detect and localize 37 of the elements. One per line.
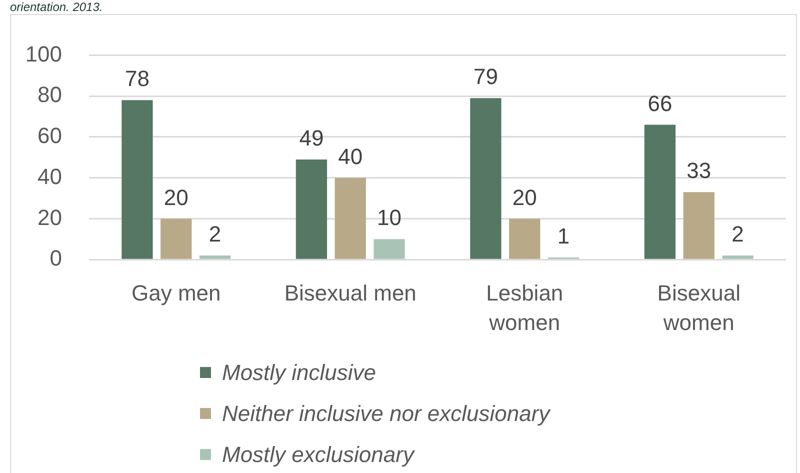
data-label: 49 (299, 126, 324, 151)
legend-label: Mostly exclusionary (222, 442, 414, 468)
x-tick-label: Gay men (131, 280, 221, 306)
legend-label: Mostly inclusive (222, 360, 376, 386)
bar (296, 159, 328, 259)
bar (509, 218, 540, 259)
data-label: 66 (648, 90, 672, 116)
x-tick-label: Bisexual men (284, 280, 416, 306)
bar (199, 256, 231, 259)
data-label: 20 (164, 184, 188, 210)
legend-label: Neither inclusive nor exclusionary (222, 400, 550, 426)
x-tick-label: Bisexual women (657, 280, 740, 336)
bar (683, 192, 714, 259)
data-label: 10 (377, 205, 402, 230)
y-tick-label: 0 (50, 246, 62, 271)
x-tick-label: Lesbian women (486, 280, 564, 336)
data-label: 78 (124, 66, 150, 92)
data-label: 2 (208, 222, 222, 247)
y-tick-label: 40 (38, 164, 62, 189)
y-tick-label: 20 (38, 204, 62, 230)
data-label: 33 (686, 158, 712, 184)
bar (160, 218, 192, 259)
y-tick-label: 100 (25, 41, 62, 66)
data-label: 79 (473, 64, 498, 90)
bar (334, 178, 366, 259)
bar (644, 124, 676, 259)
bar (374, 239, 405, 259)
bar (470, 98, 502, 259)
y-tick-label: 60 (38, 123, 62, 148)
data-label: 20 (512, 184, 537, 210)
bar (122, 100, 153, 259)
data-label: 40 (338, 144, 363, 169)
y-tick-label: 80 (38, 82, 62, 108)
bar (722, 256, 754, 259)
data-label: 1 (557, 224, 570, 249)
text: orientation. 2013. (10, 0, 103, 14)
data-label: 2 (732, 222, 744, 247)
